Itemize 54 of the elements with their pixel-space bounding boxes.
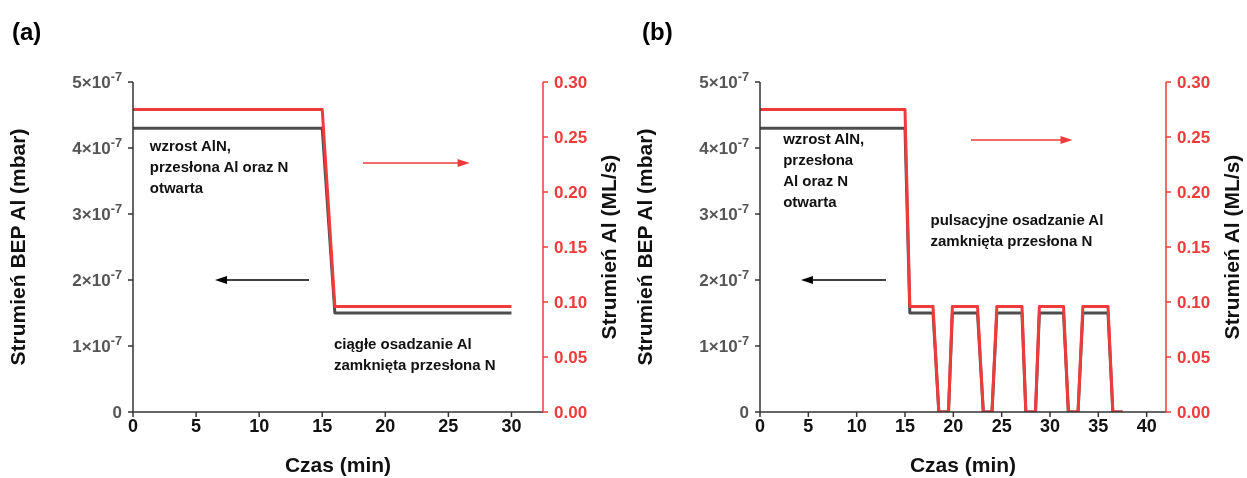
x-tick-label: 30	[1039, 415, 1061, 436]
y2-tick-label: 0.10	[554, 293, 588, 312]
y2-axis-title: Strumień Al (ML/s)	[1220, 154, 1244, 340]
x-tick-label: 5	[191, 415, 202, 436]
y2-tick-label: 0.10	[1177, 293, 1211, 312]
y2-tick-label: 0.05	[1177, 348, 1211, 367]
y-tick-label: 0	[112, 403, 122, 422]
x-tick-label: 0	[127, 415, 139, 436]
y-tick-label: 2×10$^{-7}$	[72, 266, 122, 290]
y-tick-label: 3×10$^{-7}$	[699, 200, 749, 224]
x-tick-label: 10	[249, 415, 270, 436]
y-axis-title: Strumień BEP Al (mbar)	[6, 128, 30, 366]
chart-title: (b)	[642, 18, 673, 46]
y-axis-title: Strumień BEP Al (mbar)	[633, 128, 657, 366]
x-tick-label: 20	[943, 415, 964, 436]
x-axis-title: Czas (min)	[909, 453, 1017, 476]
y2-tick-label: 0.00	[1177, 403, 1211, 422]
y-tick-label: 5×10$^{-7}$	[699, 68, 749, 92]
y2-tick-label: 0.00	[554, 403, 588, 422]
annotation: wzrost AlN, przesłona Al oraz N otwarta	[783, 129, 865, 213]
y2-tick-label: 0.20	[1177, 183, 1211, 202]
x-tick-label: 10	[846, 415, 867, 436]
y2-tick-label: 0.15	[1177, 238, 1211, 257]
x-tick-label: 25	[438, 415, 459, 436]
y2-tick-label: 0.15	[554, 238, 588, 257]
y2-tick-label: 0.20	[554, 183, 588, 202]
y-tick-label: 4×10$^{-7}$	[699, 134, 749, 158]
annotation: wzrost AlN, przesłona Al oraz N otwarta	[149, 135, 289, 198]
x-tick-label: 20	[375, 415, 396, 436]
x-axis-title: Czas (min)	[284, 453, 392, 476]
x-tick-label: 25	[991, 415, 1012, 436]
x-tick-label: 40	[1136, 415, 1157, 436]
y2-axis-title: Strumień Al (ML/s)	[597, 154, 621, 340]
y2-tick-label: 0.25	[554, 128, 588, 147]
y-tick-label: 1×10$^{-7}$	[72, 332, 122, 356]
x-tick-label: 15	[312, 415, 333, 436]
y-tick-label: 4×10$^{-7}$	[72, 134, 122, 158]
y-tick-label: 1×10$^{-7}$	[699, 332, 749, 356]
x-tick-label: 0	[754, 415, 766, 436]
x-tick-label: 30	[501, 415, 522, 436]
x-tick-label: 35	[1088, 415, 1109, 436]
y-tick-label: 5×10$^{-7}$	[72, 68, 122, 92]
y2-tick-label: 0.30	[1177, 73, 1211, 92]
chart-title: (a)	[12, 18, 42, 46]
y-tick-label: 2×10$^{-7}$	[699, 266, 749, 290]
y-tick-label: 0	[739, 403, 749, 422]
y2-tick-label: 0.25	[1177, 128, 1211, 147]
y2-tick-label: 0.05	[554, 348, 588, 367]
y-tick-label: 3×10$^{-7}$	[72, 200, 122, 224]
annotation: ciągłe osadzanie Al zamknięta przesłona N	[333, 333, 496, 375]
x-tick-label: 15	[894, 415, 916, 436]
annotation: pulsacyjne osadzanie Al zamknięta przesłona N	[930, 210, 1104, 252]
y2-tick-label: 0.30	[554, 73, 588, 92]
x-tick-label: 5	[803, 415, 814, 436]
